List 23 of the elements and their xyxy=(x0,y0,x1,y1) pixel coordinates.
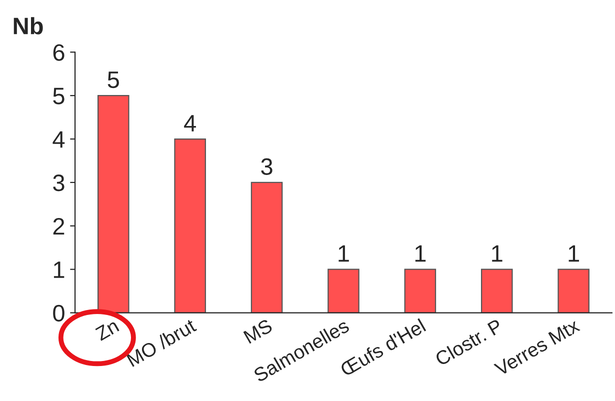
data-label: 1 xyxy=(492,245,502,262)
data-label: 1 xyxy=(415,245,426,262)
y-tick-label: 0 xyxy=(53,304,64,322)
bar xyxy=(404,268,436,313)
y-tick-label: 6 xyxy=(53,44,64,61)
y-tick-label: 4 xyxy=(52,131,65,148)
bar xyxy=(250,182,283,313)
data-label: 5 xyxy=(108,72,119,88)
data-label: 1 xyxy=(568,245,579,262)
x-tick-label: MO /brut xyxy=(126,318,198,368)
y-tick-label: 5 xyxy=(53,88,64,104)
y-tick-label: 3 xyxy=(53,174,64,192)
y-axis-title: Nb xyxy=(14,17,43,34)
bar xyxy=(480,268,513,313)
data-label: 1 xyxy=(338,245,349,262)
data-label: 4 xyxy=(184,115,196,132)
data-label: 3 xyxy=(261,158,272,176)
bar xyxy=(328,268,360,313)
bar xyxy=(174,138,206,313)
x-tick-label: Zn xyxy=(94,318,120,341)
bar xyxy=(558,268,590,313)
y-tick-label: 2 xyxy=(53,218,64,234)
y-tick-label: 1 xyxy=(54,262,64,278)
